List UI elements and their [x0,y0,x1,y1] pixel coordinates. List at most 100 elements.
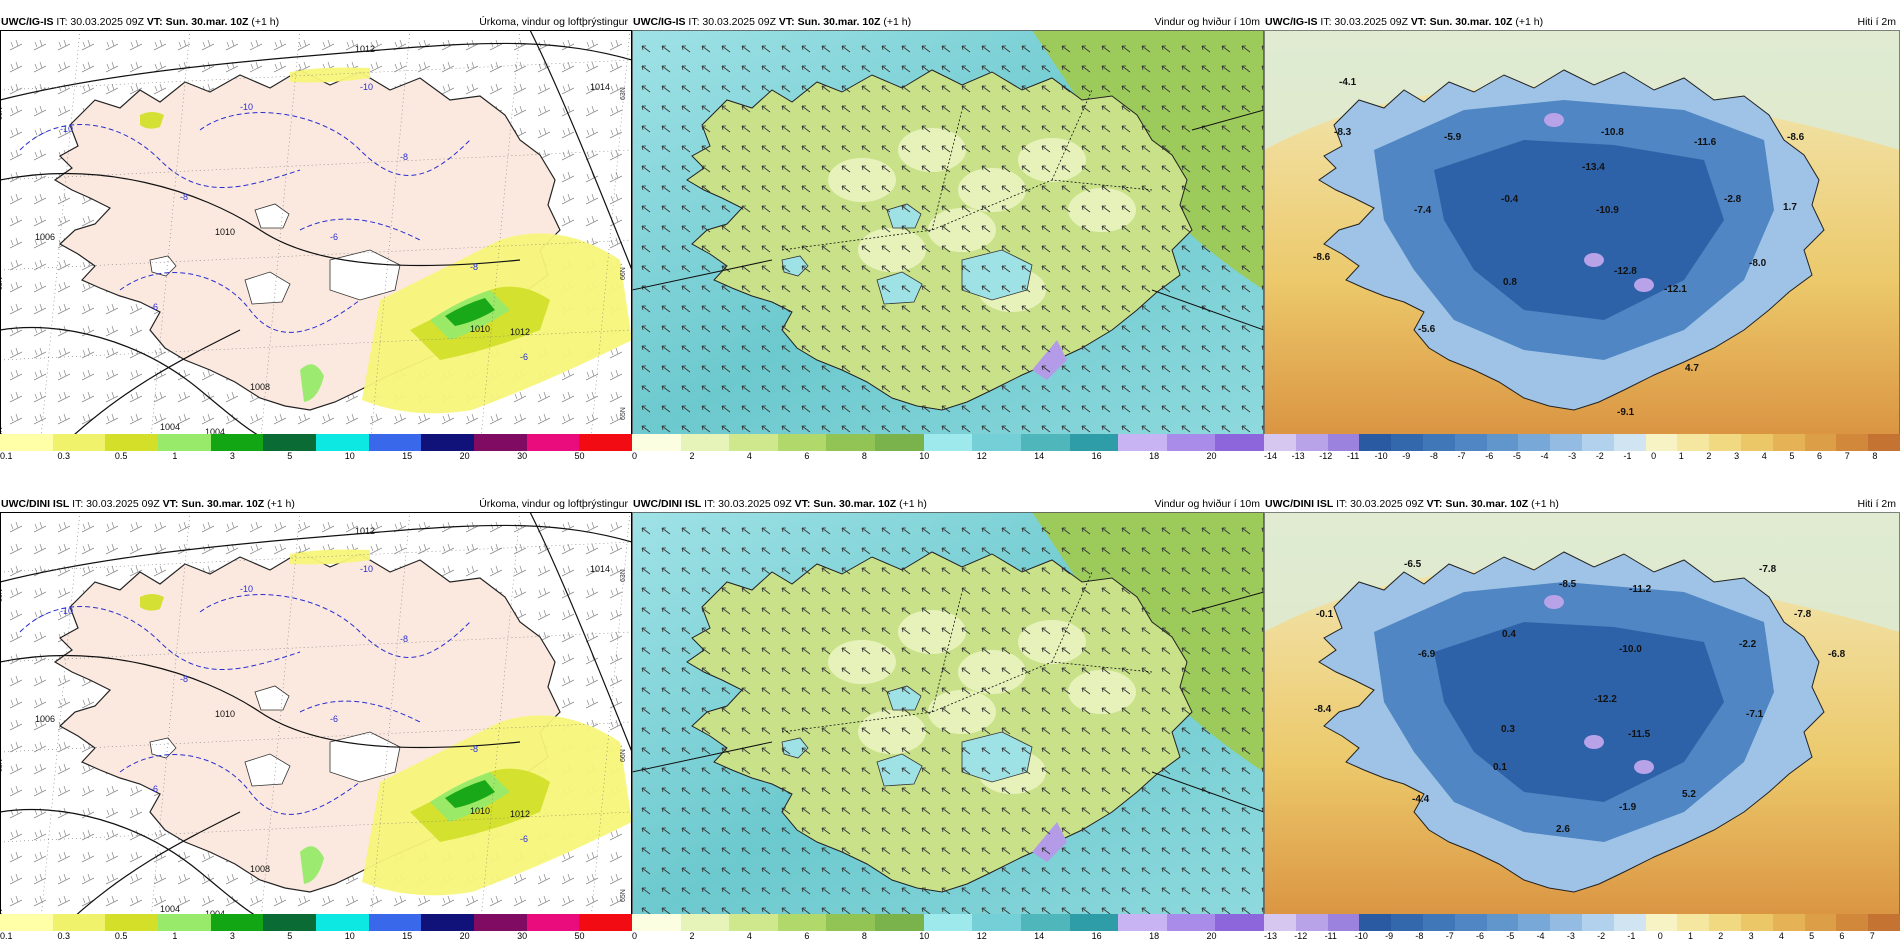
colorbar-swatch [1836,914,1869,931]
panel-header: UWC/DINI ISL IT: 30.03.2025 09Z VT: Sun.… [1265,498,1896,510]
colorbar-tick-label: 30 [517,451,528,461]
temp-map[interactable]: -4.1 -8.3 -5.9 -10.8 -11.6 -8.6 -13.4 -7.4 -0.4 -… [1264,30,1900,448]
isobar-label: 1014 [590,564,610,574]
colorbar-swatch [1166,434,1216,451]
colorbar-tick-label: 10 [919,931,930,941]
colorbar-tick-label: 0.3 [57,451,70,461]
isobar-label: 1004 [160,422,180,432]
colorbar-swatch [972,914,1022,931]
temperature-value-label: -11.5 [1628,729,1651,740]
temperature-value-label: 0.4 [1502,629,1516,640]
colorbar-swatch [316,914,370,931]
colorbar-swatch [316,434,370,451]
temperature-value-label: 5.2 [1682,789,1696,800]
colorbar-tick-label: 16 [1091,931,1102,941]
colorbar-tick-label: 2 [689,451,695,461]
temperature-value-label: -0.4 [1501,194,1519,205]
colorbar-tick-label: -13 [1291,451,1305,461]
colorbar-swatch [1486,914,1519,931]
colorbar-tick-label: -1 [1623,451,1632,461]
colorbar-tick-label: 4 [746,451,752,461]
temp-contour-label: -6 [520,352,528,362]
temperature-value-label: -0.1 [1316,609,1334,620]
temp-colorbar: -13 -12 -11 -10 -9 -8 -7 -6 -5 -4 -3 -2 -1 0 1 2 3 4 5 6 7 [1264,914,1900,942]
isobar-label: 1010 [470,324,490,334]
colorbar-swatch [1613,434,1647,451]
colorbar-tick-label: 8 [861,931,867,941]
colorbar-tick-label: 0 [1651,451,1657,461]
colorbar-swatch [1868,914,1900,931]
temperature-value-label: -8.5 [1559,579,1577,590]
colorbar-tick-label: -9 [1385,931,1394,941]
colorbar-swatch [1069,434,1119,451]
colorbar-tick-label: 20 [459,931,470,941]
colorbar-tick-label: 8 [861,451,867,461]
temperature-value-label: -8.3 [1334,127,1352,138]
colorbar-tick-label: 0 [632,451,638,461]
latitude-label: 66N [620,749,627,762]
precip-map[interactable]: 101210141010100810061004100410121010-10-… [0,512,632,930]
temperature-value-label: -5.9 [1444,132,1462,143]
panel-header: UWC/DINI ISL IT: 30.03.2025 09Z VT: Sun.… [1,498,628,510]
temperature-value-label: -7.8 [1759,564,1777,575]
latitude-label: 66N [620,267,627,280]
colorbar-tick-label: 20 [459,451,470,461]
isobar-label: 1004 [205,427,225,437]
colorbar-tick-label: 18 [1149,451,1160,461]
wind-panel-top: UWC/IG-IS IT: 30.03.2025 09Z VT: Sun. 30… [632,14,1264,464]
colorbar-swatch [158,434,212,451]
colorbar-swatch [680,434,730,451]
colorbar-swatch [777,434,827,451]
temp-contour-label: -8 [180,674,188,684]
temp-panel-top: UWC/IG-IS IT: 30.03.2025 09Z VT: Sun. 30… [1264,14,1900,464]
colorbar-tick-label: 1 [1688,931,1694,941]
temperature-value-label: -10.9 [1596,205,1619,216]
colorbar-tick-label: 18 [1149,931,1160,941]
temperature-value-label: -4.4 [1412,794,1430,805]
colorbar-swatch [474,914,528,931]
colorbar-swatch [52,434,106,451]
colorbar-swatch [1709,434,1742,451]
colorbar-swatch [1215,914,1264,931]
temperature-value-label: -12.2 [1594,694,1617,705]
precip-panel-top: UWC/IG-IS IT: 30.03.2025 09Z VT: Sun. 30… [0,14,632,464]
temperature-value-label: -8.6 [1787,132,1805,143]
latitude-label: 66N [0,107,4,120]
colorbar-tick-label: 14 [1034,931,1045,941]
colorbar-swatch [421,914,475,931]
latitude-label: 66N [0,589,4,602]
temp-contour-label: -10 [240,584,253,594]
colorbar-tick-label: -12 [1319,451,1333,461]
colorbar-tick-label: 15 [402,931,413,941]
colorbar-swatch [1423,914,1456,931]
wind-map[interactable] [632,512,1264,930]
colorbar-tick-label: 4 [1761,451,1767,461]
colorbar-tick-label: 6 [804,931,810,941]
latitude-label: 65N [0,759,4,772]
latitude-label: 63N [620,87,627,100]
colorbar-tick-label: 15 [402,451,413,461]
isobar-label: 1010 [215,709,235,719]
colorbar-swatch [526,914,580,931]
isobar-label: 1010 [470,806,490,816]
temperature-value-label: -4.1 [1339,77,1357,88]
colorbar-swatch [1518,434,1551,451]
wind-map[interactable] [632,30,1264,448]
colorbar-swatch [421,434,475,451]
colorbar-swatch [1069,914,1119,931]
temperature-value-label: -1.9 [1619,802,1637,813]
temperature-value-label: -2.8 [1724,194,1742,205]
temperature-value-label: -8.6 [1313,252,1331,263]
colorbar-tick-label: -6 [1476,931,1485,941]
colorbar-swatch [729,914,779,931]
colorbar-swatch [368,914,422,931]
temp-contour-label: -8 [400,634,408,644]
temperature-value-label: -7.1 [1746,709,1764,720]
colorbar-swatch [105,914,159,931]
colorbar-swatch [1454,434,1488,451]
colorbar-swatch [1118,914,1168,931]
temp-contour-label: -6 [150,302,158,312]
colorbar-tick-label: 0.3 [57,931,70,941]
temp-map[interactable]: -6.5 -0.1 -8.5 -11.2 -7.8 -6.9 0.4 -10.0 -2.2 -7.… [1264,512,1900,930]
